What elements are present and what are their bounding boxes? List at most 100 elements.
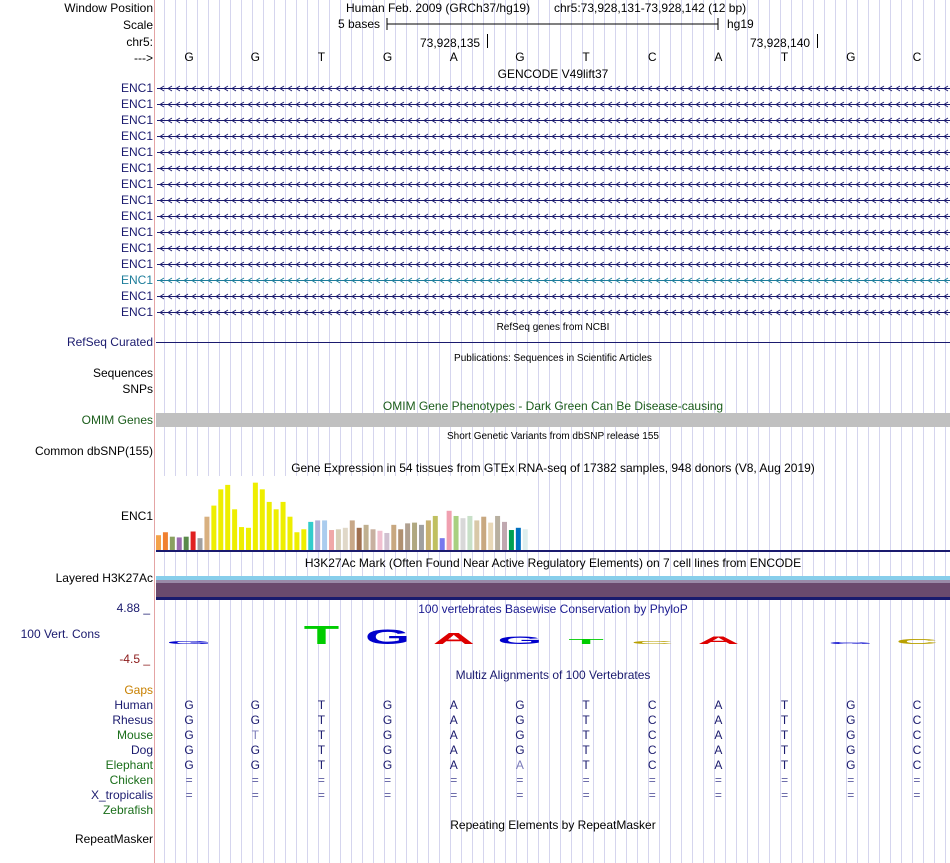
gtex-tissue-bar[interactable] — [204, 516, 210, 550]
gencode-transcript[interactable] — [157, 309, 950, 316]
gtex-tissue-bar[interactable] — [356, 527, 362, 550]
gencode-transcript[interactable] — [157, 293, 950, 300]
conservation-base-glyph[interactable]: C — [896, 637, 938, 645]
gtex-tissue-bar[interactable] — [273, 509, 279, 550]
gtex-tissue-bar[interactable] — [322, 520, 328, 550]
conservation-base-letter[interactable]: G — [365, 625, 410, 646]
conservation-base-letter[interactable]: T — [568, 637, 603, 645]
h3k27ac-layer-body[interactable] — [156, 583, 950, 597]
gencode-transcript[interactable] — [157, 101, 950, 108]
gtex-tissue-bar[interactable] — [391, 524, 397, 550]
gencode-transcript[interactable] — [157, 245, 950, 252]
gtex-tissue-bar[interactable] — [453, 515, 459, 550]
multiz-species-label[interactable]: Zebrafish — [102, 803, 153, 817]
conservation-base-glyph[interactable]: C — [631, 640, 673, 645]
gtex-tissue-bar[interactable] — [169, 536, 175, 550]
gtex-tissue-bar[interactable] — [425, 520, 431, 550]
refseq-gene-line[interactable] — [156, 342, 950, 343]
conservation-base-glyph[interactable]: A — [697, 634, 739, 646]
gtex-tissue-bar[interactable] — [266, 501, 272, 550]
gtex-tissue-bar[interactable] — [467, 515, 473, 550]
gtex-tissue-bar[interactable] — [287, 516, 293, 550]
gencode-transcript-label[interactable]: ENC1 — [120, 209, 153, 223]
h3k27ac-layer-base[interactable] — [156, 597, 950, 600]
repeatmasker-label[interactable]: RepeatMasker — [74, 832, 153, 846]
refseq-label[interactable]: RefSeq Curated — [66, 335, 153, 349]
gtex-tissue-bar[interactable] — [495, 515, 501, 550]
gencode-transcript-label[interactable]: ENC1 — [120, 177, 153, 191]
gtex-tissue-bar[interactable] — [308, 521, 314, 550]
conservation-base-letter[interactable]: G — [167, 640, 212, 645]
gtex-tissue-bar[interactable] — [460, 518, 466, 550]
gtex-tissue-bar[interactable] — [176, 537, 182, 550]
conservation-base-glyph[interactable]: T — [568, 637, 603, 645]
gtex-tissue-bar[interactable] — [225, 484, 231, 550]
gencode-transcript[interactable] — [157, 261, 950, 268]
gtex-tissue-bar[interactable] — [211, 505, 217, 550]
conservation-base-glyph[interactable]: T — [304, 620, 339, 646]
gtex-tissue-bar[interactable] — [522, 529, 528, 550]
gencode-transcript-label[interactable]: ENC1 — [120, 145, 153, 159]
multiz-species-label[interactable]: Human — [114, 698, 153, 712]
conservation-base-glyph[interactable]: G — [167, 640, 212, 645]
gtex-tissue-bar[interactable] — [508, 530, 514, 550]
gtex-tissue-bar[interactable] — [156, 535, 161, 550]
gtex-tissue-bar[interactable] — [294, 532, 300, 550]
gtex-tissue-bar[interactable] — [405, 523, 411, 550]
gencode-transcript-label[interactable]: ENC1 — [120, 305, 153, 319]
gtex-tissue-bar[interactable] — [252, 482, 258, 550]
omim-phenotype-bar[interactable] — [156, 413, 950, 427]
gencode-transcript[interactable] — [157, 165, 950, 172]
gtex-tissue-bar[interactable] — [218, 489, 224, 550]
gtex-tissue-bar[interactable] — [162, 532, 168, 550]
gencode-transcript-label[interactable]: ENC1 — [120, 225, 153, 239]
gencode-transcript-label[interactable]: ENC1 — [120, 129, 153, 143]
gtex-bar-chart[interactable] — [156, 476, 536, 552]
gencode-transcript[interactable] — [157, 85, 950, 92]
gtex-tissue-bar[interactable] — [280, 501, 286, 550]
gtex-tissue-bar[interactable] — [481, 516, 487, 550]
multiz-species-label[interactable]: Mouse — [116, 728, 153, 742]
gtex-tissue-bar[interactable] — [183, 536, 189, 550]
gencode-transcript-label[interactable]: ENC1 — [120, 161, 153, 175]
gencode-transcripts[interactable] — [0, 80, 950, 320]
gencode-transcript[interactable] — [157, 117, 950, 124]
h3k27ac-layer-top[interactable] — [156, 576, 950, 580]
dbsnp-label[interactable]: Common dbSNP(155) — [34, 444, 153, 458]
gtex-tissue-bar[interactable] — [474, 520, 480, 550]
conservation-base-letter[interactable]: A — [697, 634, 739, 646]
multiz-species-label[interactable]: X_tropicalis — [90, 788, 153, 802]
gtex-tissue-bar[interactable] — [190, 531, 196, 551]
gtex-tissue-bar[interactable] — [418, 524, 424, 550]
conservation-base-letter[interactable]: C — [631, 640, 673, 645]
conservation-base-letter[interactable]: G — [828, 641, 873, 644]
gencode-transcript-label[interactable]: ENC1 — [120, 241, 153, 255]
multiz-species-label[interactable]: Elephant — [105, 758, 153, 772]
gencode-transcript-label[interactable]: ENC1 — [120, 257, 153, 271]
gencode-transcript-label[interactable]: ENC1 — [120, 289, 153, 303]
gtex-tissue-bar[interactable] — [502, 521, 507, 550]
gencode-transcript[interactable] — [157, 277, 950, 284]
conservation-label[interactable]: 100 Vert. Cons — [20, 627, 100, 641]
gtex-tissue-bar[interactable] — [335, 529, 341, 550]
h3k27ac-label[interactable]: Layered H3K27Ac — [55, 571, 153, 585]
conservation-base-letter[interactable]: A — [433, 630, 475, 646]
gtex-tissue-bar[interactable] — [239, 527, 245, 550]
gtex-tissue-bar[interactable] — [245, 527, 251, 550]
gtex-tissue-bar[interactable] — [342, 527, 348, 550]
gtex-tissue-bar[interactable] — [384, 532, 390, 550]
h3k27ac-layer-mid[interactable] — [156, 580, 950, 583]
gencode-transcript-label[interactable]: ENC1 — [120, 81, 153, 95]
gencode-transcript-label[interactable]: ENC1 — [120, 97, 153, 111]
gtex-tissue-bar[interactable] — [515, 527, 521, 550]
conservation-base-glyph[interactable]: G — [497, 634, 542, 646]
gencode-transcript[interactable] — [157, 133, 950, 140]
gtex-tissue-bar[interactable] — [197, 538, 203, 550]
gtex-tissue-bar[interactable] — [488, 522, 494, 550]
conservation-base-letter[interactable]: G — [497, 634, 542, 646]
gtex-tissue-bar[interactable] — [439, 538, 445, 550]
publications-sequences-label[interactable]: Sequences — [92, 366, 153, 380]
gencode-transcript[interactable] — [157, 229, 950, 236]
